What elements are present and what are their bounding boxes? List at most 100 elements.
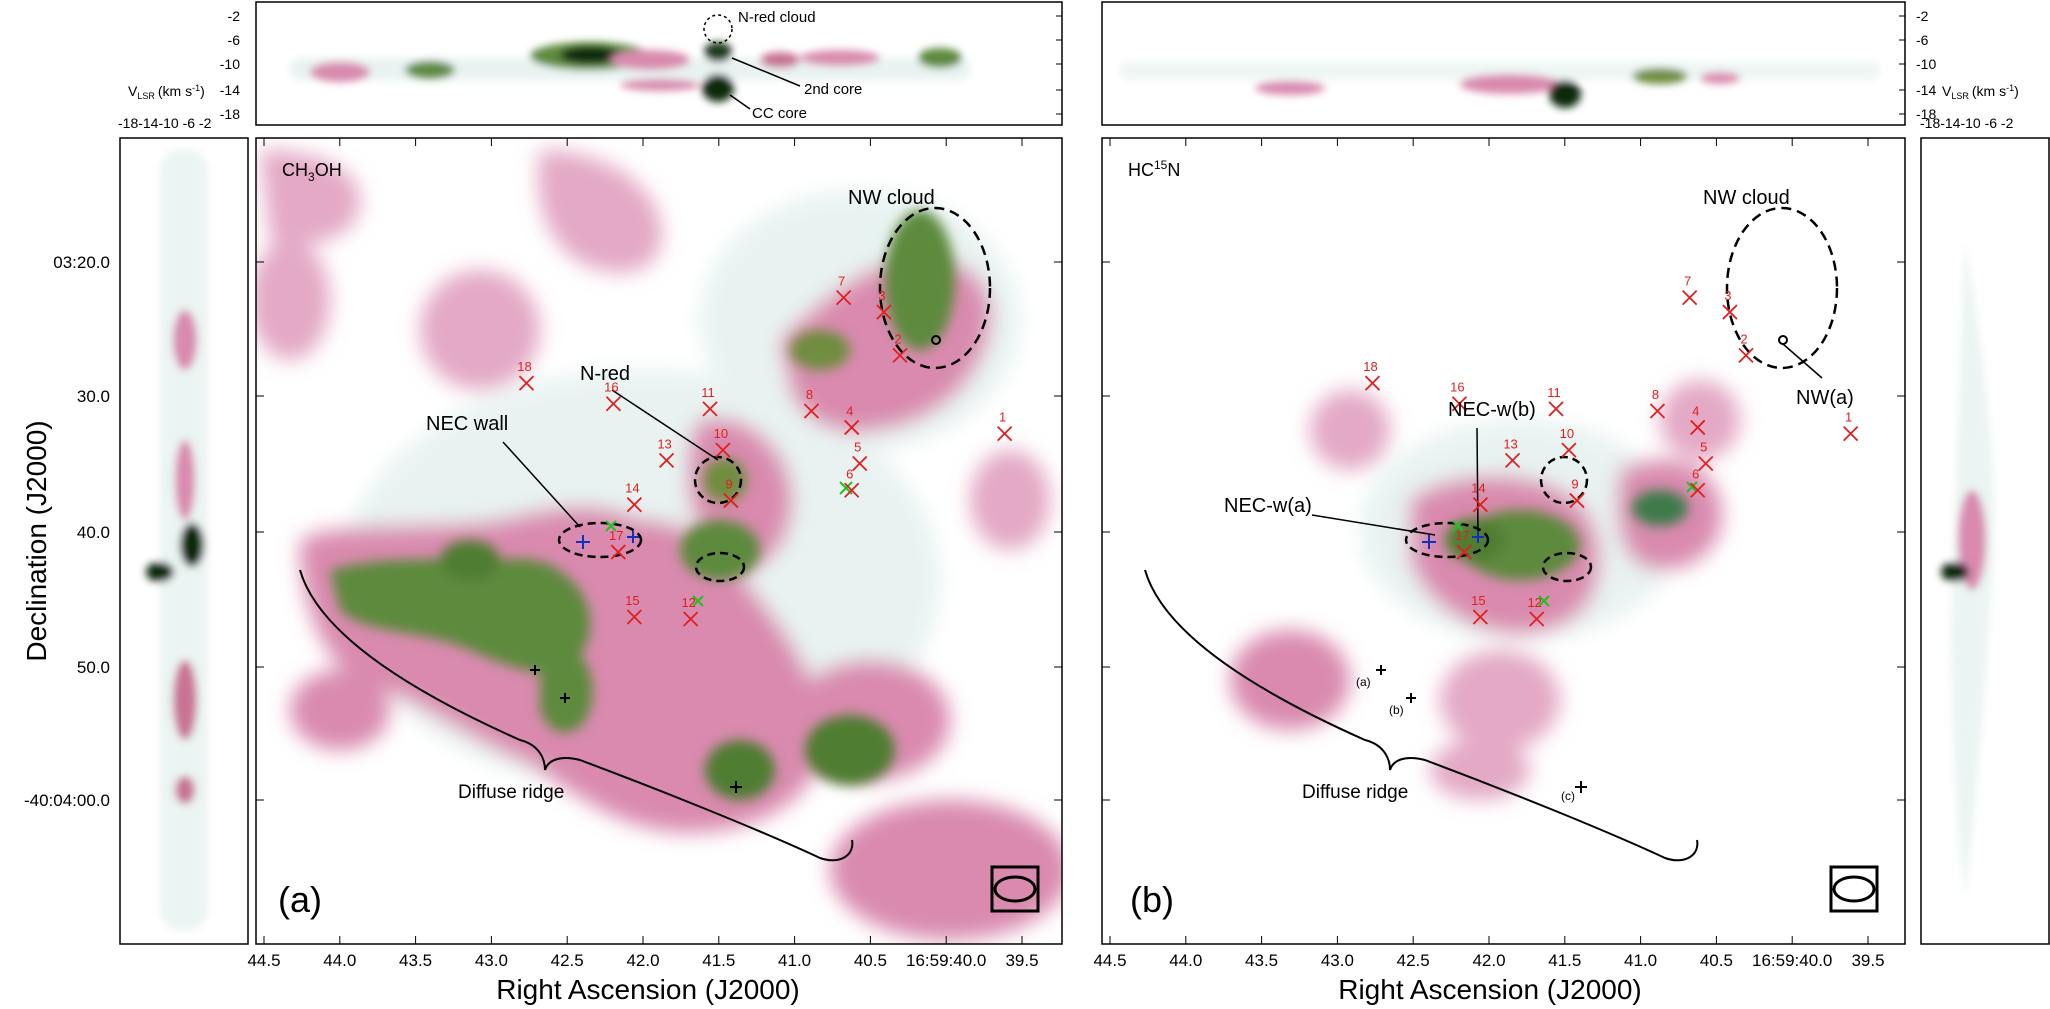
position-label-1: 1: [1845, 410, 1852, 425]
position-marker-12: [683, 611, 699, 627]
position-label-8: 8: [806, 387, 813, 402]
position-label-15: 15: [1471, 593, 1485, 608]
position-label-3: 3: [878, 288, 885, 303]
panel-b-molecule: HC15N: [1128, 158, 1180, 180]
vlsr-tick-left: -6: [228, 32, 241, 48]
vlsr-ticks-right-h: -18-14-10 -6 -2: [1920, 115, 2014, 131]
position-label-11: 11: [1547, 385, 1561, 400]
panel-a-molecule: CH3OH: [282, 160, 342, 184]
beam-ellipse-a: [993, 875, 1037, 903]
position-label-2: 2: [1740, 331, 1747, 346]
x-tick-label: 44.0: [323, 951, 356, 970]
position-marker-11: [1548, 401, 1564, 417]
label-nec-w-b: NEC-w(b): [1448, 399, 1536, 421]
vlsr-label-right: VLSR (km s-1): [1942, 83, 2019, 101]
label-nec-w-a: NEC-w(a): [1224, 495, 1312, 517]
x-tick-label: 44.5: [1093, 951, 1126, 970]
nec-wall-ellipse: [557, 521, 643, 559]
position-label-2: 2: [894, 331, 901, 346]
position-label-9: 9: [1571, 477, 1578, 492]
x-tick-label: 43.0: [1321, 951, 1354, 970]
diffuse-ridge-brace-b: [1144, 569, 1699, 862]
y-tick-label: -40:04:00.0: [24, 791, 110, 810]
position-marker-9: [723, 492, 739, 509]
position-label-18: 18: [1363, 359, 1377, 374]
x-tick-label: 41.0: [1624, 951, 1657, 970]
y-axis-title: Declination (J2000): [21, 420, 52, 661]
position-label-17: 17: [609, 528, 623, 543]
panel-b-overlays: [1144, 206, 1879, 913]
n-red-ellipse-b: [1539, 455, 1589, 505]
x-tick-label: 41.5: [1548, 951, 1581, 970]
position-label-1: 1: [999, 410, 1006, 425]
x-tick-label: 16:59:40.0: [906, 951, 986, 970]
vlsr-tick-left: -18: [220, 106, 240, 122]
x-axis-title-b: Right Ascension (J2000): [1338, 974, 1642, 1005]
vlsr-label-left: VLSR (km s-1): [128, 83, 205, 101]
position-marker-14: [626, 497, 642, 513]
vlsr-tick-left: -10: [220, 56, 240, 72]
position-marker-9: [1569, 492, 1585, 509]
position-marker-1: [997, 425, 1013, 442]
label-nec-wall-a: NEC wall: [426, 413, 508, 435]
position-marker-15: [626, 609, 642, 625]
position-marker-8: [803, 403, 820, 419]
x-tick-label: 40.5: [1700, 951, 1733, 970]
position-label-4: 4: [846, 403, 853, 418]
position-marker-3: [1722, 304, 1738, 320]
panel-b-tag: (b): [1130, 879, 1174, 920]
position-label-15: 15: [625, 593, 639, 608]
diffuse-ridge-brace-a: [299, 569, 854, 862]
vlsr-tick-left: -14: [220, 82, 240, 98]
position-marker-15: [1472, 609, 1488, 625]
y-tick-label: 30.0: [77, 387, 110, 406]
position-marker-4: [844, 419, 860, 436]
core-ellipse-a: [694, 551, 746, 583]
position-label-7: 7: [838, 274, 845, 289]
position-label-16: 16: [604, 380, 618, 395]
position-marker-18: [518, 375, 535, 391]
tick-labels: 44.5 44.0 43.5 43.0 42.5 42.0 41.5 41.0 40.5 16:5…: [24, 8, 1936, 970]
nw-a-marker: [931, 335, 941, 345]
position-marker-3: [876, 304, 892, 320]
position-label-16: 16: [1450, 380, 1464, 395]
position-marker-8: [1649, 403, 1666, 419]
pv-strip-a: [255, 1, 1063, 126]
position-label-14: 14: [1471, 481, 1485, 496]
position-marker-4: [1690, 419, 1706, 436]
position-marker-2: [892, 347, 908, 363]
x-tick-label: 42.5: [1397, 951, 1430, 970]
position-label-13: 13: [1503, 436, 1517, 451]
position-marker-2: [1738, 347, 1754, 363]
position-marker-17: [610, 544, 626, 560]
position-marker-13: [1504, 452, 1521, 469]
vlsr-tick-right: -6: [1916, 32, 1929, 48]
position-marker-5: [852, 455, 868, 472]
position-label-18: 18: [517, 359, 531, 374]
position-marker-1: [1843, 425, 1859, 442]
axis-ticks: [256, 15, 1905, 944]
position-marker-12: [1529, 611, 1545, 627]
x-tick-label: 44.5: [247, 951, 280, 970]
nw-cloud-ellipse: [878, 206, 992, 370]
label-b-small: (b): [1389, 703, 1404, 717]
position-label-7: 7: [1684, 274, 1691, 289]
pv-strip-left: [119, 137, 249, 945]
vlsr-tick-left: -2: [228, 8, 241, 24]
x-tick-label: 42.5: [551, 951, 584, 970]
panel-a-tag: (a): [278, 879, 322, 920]
vlsr-ticks-left-h: -18-14-10 -6 -2: [118, 115, 212, 131]
position-marker-6: [1690, 482, 1706, 498]
position-label-10: 10: [714, 426, 728, 441]
vlsr-tick-right: -10: [1916, 56, 1936, 72]
position-marker-17: [1456, 544, 1472, 560]
position-label-10: 10: [1560, 426, 1574, 441]
nec-w-a-ellipse: [1404, 521, 1490, 559]
pv-strip-b: [1101, 1, 1906, 126]
x-tick-label: 41.0: [778, 951, 811, 970]
panel-a-map: [255, 137, 1063, 945]
x-tick-label: 39.5: [1851, 951, 1884, 970]
position-label-3: 3: [1724, 288, 1731, 303]
